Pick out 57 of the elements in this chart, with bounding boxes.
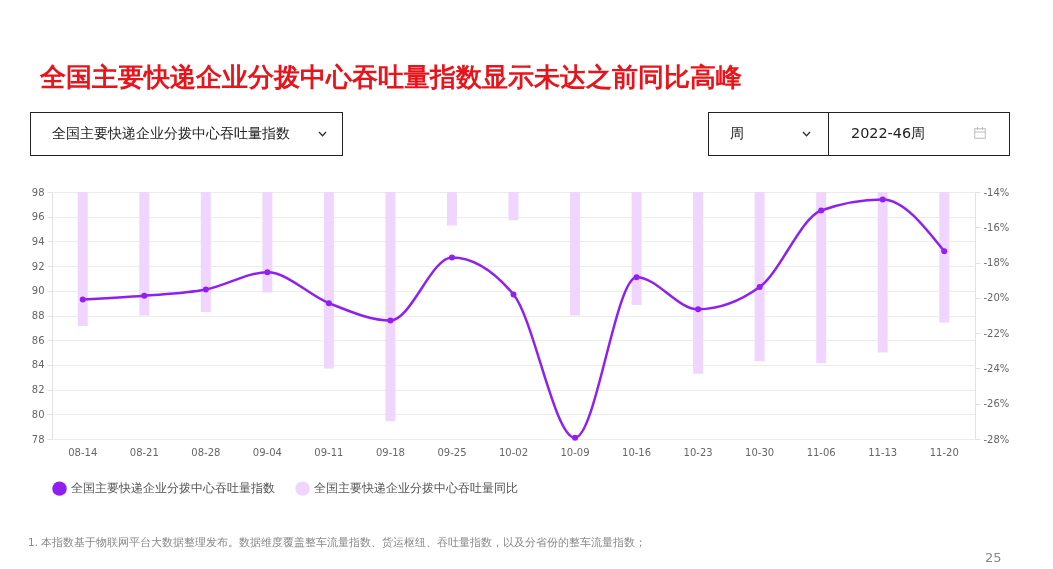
x-tick-label: 11-13 [868, 446, 898, 458]
x-tick-label: 09-04 [252, 446, 282, 458]
legend-label: 全国主要快递企业分拨中心吞吐量同比 [314, 480, 518, 495]
y-tick-label: 86 [31, 334, 45, 346]
point [202, 286, 209, 293]
point [695, 306, 702, 313]
x-tick-label: 09-18 [375, 446, 405, 458]
y2-tick-label: -14% [983, 186, 1010, 198]
dropdown-field: 周 [708, 112, 829, 156]
x-tick-label: 09-25 [437, 446, 467, 458]
y2-tick-label: -20% [983, 292, 1010, 304]
point [387, 317, 394, 324]
y-tick-label: 90 [31, 285, 45, 297]
dropdown-field: 全国主要快递企业分拨中心吞吐量指数 [30, 112, 343, 156]
point [633, 274, 640, 281]
y-tick-label: 94 [31, 235, 45, 247]
point [879, 196, 886, 203]
point [756, 284, 763, 291]
y2-tick-label: -28% [983, 433, 1010, 445]
x-tick-label: 10-23 [683, 446, 713, 458]
x-tick-label: 10-02 [498, 446, 529, 458]
x-tick-label: 11-06 [806, 446, 836, 458]
y2-tick-label: -24% [983, 362, 1010, 374]
y-tick-label: 96 [31, 211, 45, 223]
point [572, 434, 579, 441]
y-tick-label: 80 [31, 408, 45, 420]
y-tick-label: 98 [31, 186, 45, 198]
x-tick-label: 09-11 [314, 446, 344, 458]
y-tick-label: 82 [31, 384, 45, 396]
point [79, 296, 86, 303]
y2-tick-label: -26% [983, 398, 1010, 410]
x-tick-label: 11-20 [929, 446, 959, 458]
x-tick-label: 08-14 [68, 446, 98, 458]
x-tick-label: 10-16 [622, 446, 652, 458]
point [818, 207, 825, 214]
text: 1. 本指数基于物联网平台大数据整理发布。数据维度覆盖整车流量指数、货运枢纽、吞吐量指数，以及分省份的整车流量指数； [28, 536, 647, 549]
y-tick-label: 84 [31, 359, 45, 371]
point [448, 254, 455, 261]
point [941, 248, 948, 255]
y2-tick-label: -18% [983, 257, 1010, 269]
x-tick-label: 10-30 [745, 446, 775, 458]
chart-title: 全国主要快递企业分拨中心吞吐量指数显示未达之前同比高峰 [40, 61, 742, 93]
x-tick-label: 08-28 [191, 446, 221, 458]
y2-tick-label: -22% [983, 327, 1010, 339]
y2-tick-label: -16% [983, 221, 1010, 233]
text: 25 [985, 550, 1002, 566]
point [264, 269, 271, 276]
date-field: 2022-46周 [828, 112, 1010, 156]
point [325, 300, 332, 307]
point [141, 292, 148, 299]
x-tick-label: 08-21 [129, 446, 159, 458]
x-tick-label: 10-09 [560, 446, 590, 458]
y-tick-label: 88 [31, 310, 45, 321]
point [510, 291, 517, 298]
y-tick-label: 78 [31, 433, 45, 445]
legend-label: 全国主要快递企业分拨中心吞吐量指数 [71, 480, 275, 495]
y-tick-label: 92 [31, 260, 45, 272]
